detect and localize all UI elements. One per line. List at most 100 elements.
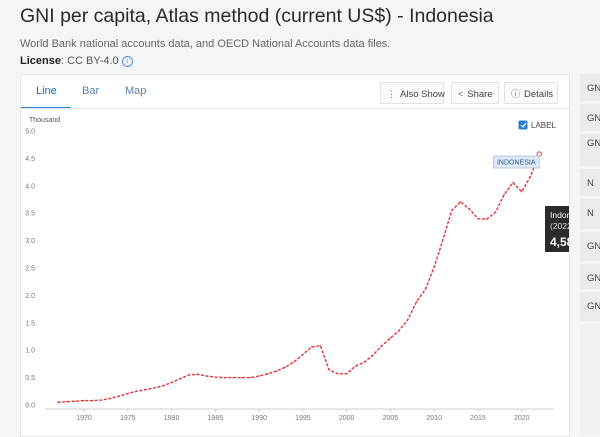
data-point bbox=[494, 211, 497, 213]
data-point bbox=[381, 345, 383, 347]
data-point bbox=[372, 354, 374, 356]
data-point bbox=[442, 239, 444, 241]
source-note: World Bank national accounts data, and O… bbox=[20, 38, 391, 50]
tab-line[interactable]: Line bbox=[36, 85, 57, 97]
series-label-indonesia: INDONESIA bbox=[497, 160, 536, 167]
data-point bbox=[276, 370, 278, 372]
x-tick-label: 1990 bbox=[251, 415, 267, 422]
data-point bbox=[100, 399, 103, 401]
data-point bbox=[486, 218, 488, 220]
x-tick-label: 1980 bbox=[164, 415, 180, 422]
info-circle-icon[interactable]: i bbox=[121, 56, 133, 67]
data-point bbox=[459, 201, 462, 203]
share-button[interactable]: < Share bbox=[451, 82, 499, 104]
data-point bbox=[83, 400, 85, 402]
x-tick-label: 2000 bbox=[339, 415, 355, 422]
y-tick-label: 0.5 bbox=[25, 375, 35, 382]
data-point bbox=[240, 377, 243, 379]
tab-map[interactable]: Map bbox=[125, 85, 147, 97]
also-show-button[interactable]: ⋮ Also Show bbox=[380, 82, 445, 104]
info-circle-icon: ⓘ bbox=[511, 89, 521, 99]
label-checkbox[interactable] bbox=[518, 120, 528, 130]
data-point bbox=[293, 361, 295, 363]
related-indicator-item[interactable]: GN bbox=[580, 104, 600, 132]
x-tick-label: 1995 bbox=[295, 415, 311, 422]
y-tick-label: 3.0 bbox=[25, 238, 35, 245]
y-tick-label: 5.0 bbox=[25, 129, 35, 136]
data-point bbox=[363, 361, 365, 363]
page-title: GNI per capita, Atlas method (current US… bbox=[20, 5, 494, 27]
vertical-dots-icon: ⋮ bbox=[387, 89, 396, 99]
data-point bbox=[328, 369, 330, 371]
related-indicator-item[interactable]: GN inte bbox=[580, 134, 600, 167]
data-point bbox=[302, 353, 304, 356]
data-point bbox=[179, 378, 181, 380]
y-tick-label: 3.5 bbox=[25, 211, 35, 218]
data-point bbox=[249, 377, 251, 379]
last-data-point bbox=[536, 151, 542, 157]
series-line-indonesia bbox=[57, 153, 540, 403]
data-point bbox=[162, 385, 164, 387]
data-point bbox=[424, 288, 427, 290]
data-point bbox=[311, 346, 313, 348]
data-point bbox=[144, 389, 146, 391]
y-tick-label: 2.0 bbox=[25, 293, 35, 300]
data-point bbox=[214, 376, 216, 378]
data-point bbox=[74, 400, 76, 402]
data-point bbox=[232, 377, 234, 379]
data-point bbox=[127, 392, 129, 395]
related-indicator-item[interactable]: N bbox=[580, 199, 600, 230]
data-point bbox=[416, 300, 418, 303]
y-tick-label: 2.5 bbox=[25, 266, 35, 273]
related-indicator-item[interactable]: N bbox=[580, 169, 600, 197]
panel-blank-area bbox=[580, 324, 600, 435]
line-chart: Thousand 0.0 0.5 1.0 1.5 2.0 2.5 3.0 3.5 4.0 4.5 5.… bbox=[25, 117, 569, 422]
data-point bbox=[197, 373, 199, 375]
x-tick-label: 1970 bbox=[76, 415, 92, 422]
data-point bbox=[346, 373, 348, 375]
data-point bbox=[407, 318, 409, 321]
tooltip-country: Indonesia bbox=[550, 210, 569, 220]
data-point bbox=[267, 373, 269, 375]
related-indicator-item[interactable]: GN bbox=[580, 292, 600, 322]
data-point bbox=[57, 401, 59, 403]
data-point bbox=[118, 395, 120, 397]
y-tick-label: 4.5 bbox=[25, 156, 35, 163]
y-tick-label: 4.0 bbox=[25, 183, 35, 190]
data-point bbox=[223, 377, 225, 379]
data-point bbox=[503, 193, 505, 196]
y-tick-label: 0.0 bbox=[25, 403, 35, 410]
related-indicator-item[interactable]: GN bbox=[580, 232, 600, 262]
data-point bbox=[398, 329, 400, 332]
x-tick-label: 2010 bbox=[426, 415, 442, 422]
data-point bbox=[337, 373, 339, 375]
data-point bbox=[468, 208, 470, 210]
data-point bbox=[512, 181, 514, 184]
data-point bbox=[284, 366, 286, 368]
data-point bbox=[205, 375, 208, 377]
series-label-box bbox=[492, 155, 540, 169]
chart-card: Line Bar Map ⋮ Also Show < Share ⓘ Details … bbox=[20, 74, 570, 437]
license-value: : CC BY-4.0 bbox=[60, 55, 119, 67]
data-point bbox=[109, 397, 111, 400]
tab-bar[interactable]: Bar bbox=[82, 85, 100, 97]
data-point bbox=[433, 266, 435, 268]
data-point bbox=[319, 345, 321, 347]
y-unit-label: Thousand bbox=[29, 117, 60, 124]
related-indicator-item[interactable]: GN bbox=[580, 74, 600, 102]
data-point bbox=[170, 381, 173, 384]
check-icon bbox=[520, 122, 527, 128]
share-icon: < bbox=[458, 89, 464, 99]
data-point bbox=[477, 218, 479, 220]
related-indicator-item[interactable]: GN bbox=[580, 264, 600, 290]
y-tick-label: 1.5 bbox=[25, 320, 35, 327]
tabs-divider bbox=[21, 108, 569, 109]
data-point bbox=[92, 400, 94, 402]
x-tick-label: 1985 bbox=[208, 415, 224, 422]
details-button[interactable]: ⓘ Details bbox=[504, 82, 558, 104]
data-point bbox=[258, 375, 260, 377]
tooltip-year: (2022) bbox=[550, 221, 569, 231]
tooltip: Indonesia(2022) 4,580 bbox=[545, 206, 569, 252]
data-point bbox=[135, 390, 138, 392]
